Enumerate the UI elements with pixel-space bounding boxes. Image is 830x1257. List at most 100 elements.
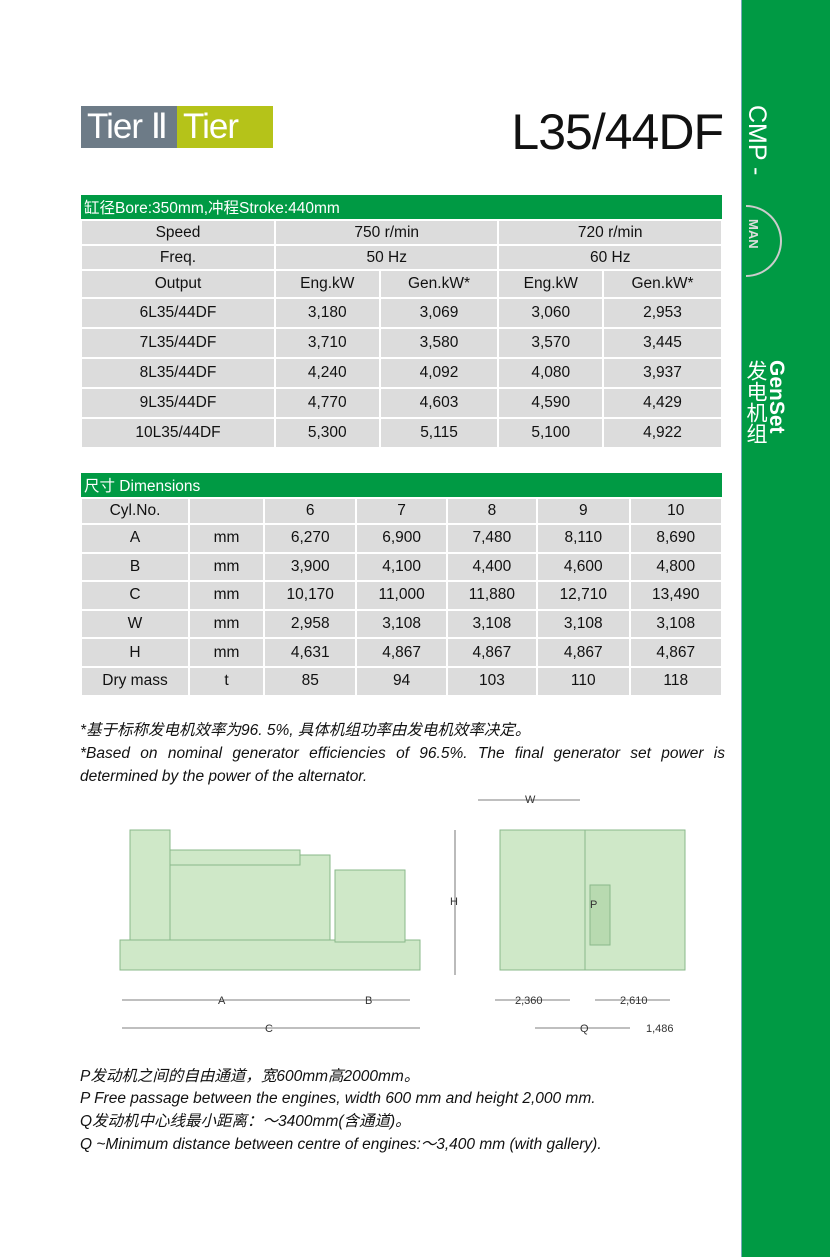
table-cell: mm [188,551,265,583]
table-row: 6L35/44DF 3,180 3,069 3,060 2,953 [80,297,723,329]
table-row: Speed 750 r/min 720 r/min [80,219,723,246]
table-cell: 4,867 [355,637,448,668]
table-title: 尺寸 Dimensions [81,473,722,498]
table-cell: 6,900 [355,523,448,554]
table-cell: 11,000 [355,580,448,611]
dim-2360-label: 2,360 [515,995,543,1007]
table-cell: 8,690 [628,523,723,554]
table-cell: 5,100 [497,417,605,449]
table-cell: 3,060 [497,297,605,329]
table-cell: 3,580 [378,327,500,359]
table-cell: 4,600 [536,551,631,583]
table-cell: 10,170 [262,580,358,611]
table-cell: 3,108 [355,608,448,640]
table-row: 尺寸 Dimensions [81,473,722,498]
table-cell: 4,867 [445,637,539,668]
tier3-badge: Tier Ⅲ [177,106,273,188]
table-cell: 4,400 [445,551,539,583]
table-cell: 6,270 [262,523,358,554]
table-cell: 7L35/44DF [80,327,276,359]
side-view [119,829,421,971]
table-cell: t [188,665,265,697]
table-cell: 3,108 [536,608,631,640]
dim-a-label: A [218,995,226,1007]
model-title: L35/44DF [511,104,724,160]
footer-note-1: P发动机之间的自由通道，宽600mm高2000mm。 [80,1068,420,1085]
table-cell: 3,900 [262,551,358,583]
table-row: 10L35/44DF 5,300 5,115 5,100 4,922 [80,417,723,449]
table-row: 缸径Bore:350mm,冲程Stroke:440mm [81,195,722,220]
table-cell: 720 r/min [497,219,723,246]
table-cell: 10L35/44DF [80,417,276,449]
table-cell: 4,080 [497,357,605,389]
table-cell: 12,710 [536,580,631,611]
table-cell: A [80,523,190,554]
table-cell: 4,603 [378,387,500,419]
passage-p-label: P [590,899,597,911]
end-view [499,829,686,971]
table-cell: 4,240 [274,357,381,389]
table-cell: W [80,608,190,640]
table-cell: 2,953 [602,297,723,329]
dim-2610-label: 2,610 [620,995,648,1007]
table-row: Dry mass t 85 94 103 110 118 [80,665,723,697]
dim-q-label: Q [580,1023,589,1035]
table-cell: mm [188,523,265,554]
table-cell: 118 [628,665,723,697]
table-cell: 94 [355,665,448,697]
genset-cn-label: 发电机组 [744,360,767,444]
table-cell: 3,069 [378,297,500,329]
table-cell: 60 Hz [497,244,723,271]
table-cell: 7,480 [445,523,539,554]
man-logo: MAN [746,205,782,277]
table-cell: Freq. [80,244,276,271]
table-cell: 50 Hz [273,244,500,271]
table-row: Freq. 50 Hz 60 Hz [80,244,723,271]
engine-drawing: A B C W H P Q 2,360 2,610 1,486 [119,794,686,1035]
table-cell: Output [80,269,276,299]
table-cell: H [80,637,190,668]
table-cell: 11,880 [445,580,539,611]
table-cell: Dry mass [80,665,190,697]
table-title: 缸径Bore:350mm,冲程Stroke:440mm [81,195,722,220]
table-cell: 3,445 [602,327,723,359]
table-cell: 3,108 [628,608,723,640]
table-cell: 3,937 [602,357,723,389]
table-cell: 3,180 [274,297,381,329]
table-cell: 5,300 [274,417,381,449]
table-cell: 103 [445,665,539,697]
table-cell: 85 [262,665,358,697]
table-cell: mm [188,608,265,640]
table-cell: 4,770 [274,387,381,419]
dim-b-label: B [365,995,372,1007]
table-cell: 750 r/min [273,219,500,246]
footer-note-4: Q ~Minimum distance between centre of en… [80,1136,602,1153]
table-cell: C [80,580,190,611]
table-cell: 8,110 [536,523,631,554]
table-cell: 4,100 [355,551,448,583]
table-row: 9L35/44DF 4,770 4,603 4,590 4,429 [80,387,723,419]
table-cell: 5,115 [378,417,500,449]
table-cell [188,497,265,525]
table-cell: 4,092 [378,357,500,389]
table-cell: 9L35/44DF [80,387,276,419]
table-cell: 8L35/44DF [80,357,276,389]
table-row: 8L35/44DF 4,240 4,092 4,080 3,937 [80,357,723,389]
table-cell: 13,490 [628,580,723,611]
table-cell: Cyl.No. [80,497,190,525]
table-cell: 4,867 [628,637,723,668]
table-cell: Eng.kW [274,269,381,299]
table-cell: 3,710 [274,327,381,359]
performance-table: 缸径Bore:350mm,冲程Stroke:440mm Speed 750 r/mi… [80,195,723,449]
sidebar-band: CMP - MAN GenSet 发电机组 [741,0,830,1257]
table-cell: 6L35/44DF [80,297,276,329]
table-cell: 7 [355,497,448,525]
table-cell: mm [188,580,265,611]
dim-h-label: H [450,896,458,908]
